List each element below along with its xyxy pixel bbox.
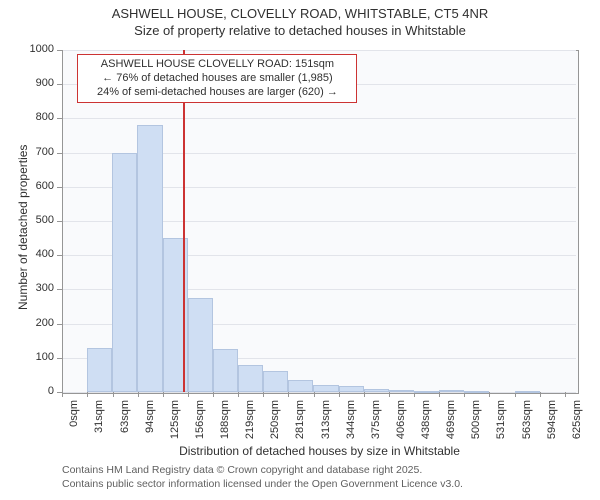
- xtick-label: 94sqm: [144, 400, 156, 440]
- xtick-label: 594sqm: [546, 400, 558, 440]
- annotation-box: ASHWELL HOUSE CLOVELLY ROAD: 151sqm ← 76…: [77, 54, 357, 103]
- footnote-line-1: Contains HM Land Registry data © Crown c…: [62, 464, 463, 478]
- histogram-bar: [288, 380, 313, 392]
- histogram-bar: [464, 391, 489, 393]
- xtick-label: 563sqm: [521, 400, 533, 440]
- xtick-label: 219sqm: [244, 400, 256, 440]
- xtick-mark: [515, 392, 516, 397]
- ytick-label: 400: [18, 248, 54, 260]
- xtick-label: 469sqm: [445, 400, 457, 440]
- gridline: [63, 50, 576, 51]
- ytick-mark: [57, 324, 62, 325]
- xtick-label: 125sqm: [169, 400, 181, 440]
- xtick-label: 625sqm: [571, 400, 583, 440]
- ytick-label: 900: [18, 77, 54, 89]
- xtick-mark: [314, 392, 315, 397]
- histogram-bar: [87, 348, 112, 392]
- xtick-mark: [138, 392, 139, 397]
- histogram-bar: [263, 371, 288, 392]
- xtick-mark: [565, 392, 566, 397]
- gridline: [63, 118, 576, 119]
- ytick-mark: [57, 358, 62, 359]
- xtick-mark: [238, 392, 239, 397]
- xtick-mark: [113, 392, 114, 397]
- ytick-mark: [57, 118, 62, 119]
- xtick-mark: [188, 392, 189, 397]
- ytick-label: 600: [18, 180, 54, 192]
- footnote-line-2: Contains public sector information licen…: [62, 478, 463, 492]
- ytick-label: 800: [18, 111, 54, 123]
- ytick-label: 700: [18, 146, 54, 158]
- ytick-label: 100: [18, 351, 54, 363]
- xtick-label: 250sqm: [269, 400, 281, 440]
- ytick-mark: [57, 255, 62, 256]
- xtick-label: 156sqm: [194, 400, 206, 440]
- x-axis-label: Distribution of detached houses by size …: [62, 444, 577, 458]
- annotation-line-3: 24% of semi-detached houses are larger (…: [84, 86, 350, 100]
- xtick-mark: [364, 392, 365, 397]
- xtick-label: 313sqm: [320, 400, 332, 440]
- histogram-bar: [515, 391, 540, 393]
- xtick-mark: [439, 392, 440, 397]
- xtick-mark: [87, 392, 88, 397]
- histogram-bar: [137, 125, 162, 392]
- footnote: Contains HM Land Registry data © Crown c…: [62, 464, 463, 491]
- xtick-label: 281sqm: [294, 400, 306, 440]
- annotation-line-2: ← 76% of detached houses are smaller (1,…: [84, 72, 350, 86]
- ytick-mark: [57, 153, 62, 154]
- xtick-mark: [163, 392, 164, 397]
- xtick-label: 188sqm: [219, 400, 231, 440]
- xtick-mark: [389, 392, 390, 397]
- xtick-label: 63sqm: [119, 400, 131, 440]
- chart-container: Number of detached properties Distributi…: [0, 0, 600, 500]
- ytick-mark: [57, 84, 62, 85]
- xtick-label: 31sqm: [93, 400, 105, 440]
- histogram-bar: [188, 298, 213, 392]
- xtick-label: 531sqm: [495, 400, 507, 440]
- ytick-label: 1000: [18, 43, 54, 55]
- xtick-label: 438sqm: [420, 400, 432, 440]
- ytick-mark: [57, 187, 62, 188]
- xtick-mark: [339, 392, 340, 397]
- gridline: [63, 392, 576, 393]
- histogram-bar: [238, 365, 263, 392]
- xtick-mark: [540, 392, 541, 397]
- xtick-mark: [288, 392, 289, 397]
- histogram-bar: [213, 349, 238, 392]
- histogram-bar: [389, 390, 414, 392]
- xtick-label: 344sqm: [345, 400, 357, 440]
- xtick-label: 375sqm: [370, 400, 382, 440]
- xtick-label: 500sqm: [470, 400, 482, 440]
- ytick-mark: [57, 50, 62, 51]
- xtick-label: 406sqm: [395, 400, 407, 440]
- xtick-mark: [263, 392, 264, 397]
- ytick-label: 500: [18, 214, 54, 226]
- xtick-label: 0sqm: [68, 400, 80, 440]
- histogram-bar: [339, 386, 364, 392]
- histogram-bar: [112, 153, 137, 392]
- annotation-line-1: ASHWELL HOUSE CLOVELLY ROAD: 151sqm: [84, 58, 350, 72]
- ytick-label: 200: [18, 317, 54, 329]
- ytick-mark: [57, 289, 62, 290]
- histogram-bar: [414, 391, 439, 393]
- xtick-mark: [213, 392, 214, 397]
- xtick-mark: [62, 392, 63, 397]
- ytick-label: 300: [18, 282, 54, 294]
- histogram-bar: [313, 385, 338, 392]
- ytick-mark: [57, 221, 62, 222]
- ytick-label: 0: [18, 385, 54, 397]
- histogram-bar: [439, 390, 464, 392]
- histogram-bar: [364, 389, 389, 392]
